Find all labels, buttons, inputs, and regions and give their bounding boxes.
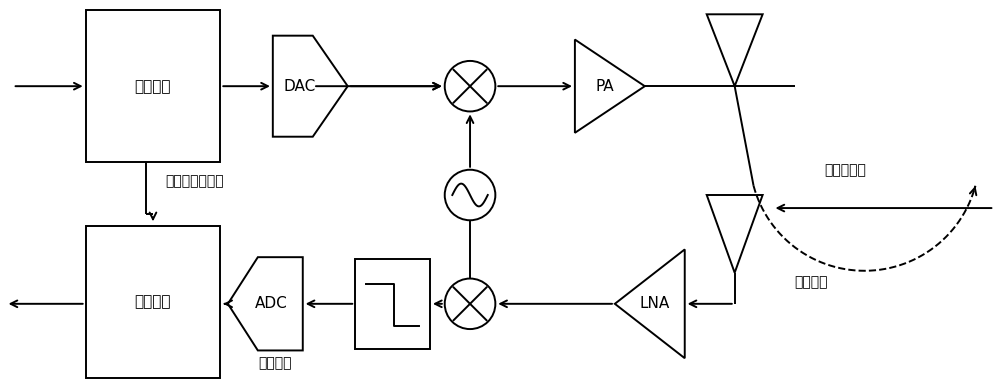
Ellipse shape <box>445 61 495 112</box>
Text: ADC: ADC <box>255 296 288 311</box>
Text: 自干扰参考信号: 自干扰参考信号 <box>165 174 224 188</box>
Text: 接收信号: 接收信号 <box>259 356 292 370</box>
Ellipse shape <box>445 170 495 220</box>
Text: PA: PA <box>596 79 614 94</box>
Bar <box>86 226 220 378</box>
Text: 发送基带: 发送基带 <box>135 79 171 94</box>
Bar <box>355 259 430 349</box>
Polygon shape <box>273 35 348 137</box>
Text: DAC: DAC <box>284 79 316 94</box>
Polygon shape <box>615 250 685 358</box>
Text: LNA: LNA <box>640 296 670 311</box>
Ellipse shape <box>445 278 495 329</box>
Polygon shape <box>575 39 645 133</box>
Text: 有用信号: 有用信号 <box>795 275 828 289</box>
Polygon shape <box>228 257 303 351</box>
Text: 自干扰信号: 自干扰信号 <box>825 163 866 177</box>
Bar <box>86 11 220 162</box>
Text: 接收基带: 接收基带 <box>135 294 171 309</box>
Polygon shape <box>707 14 763 86</box>
Polygon shape <box>707 195 763 273</box>
